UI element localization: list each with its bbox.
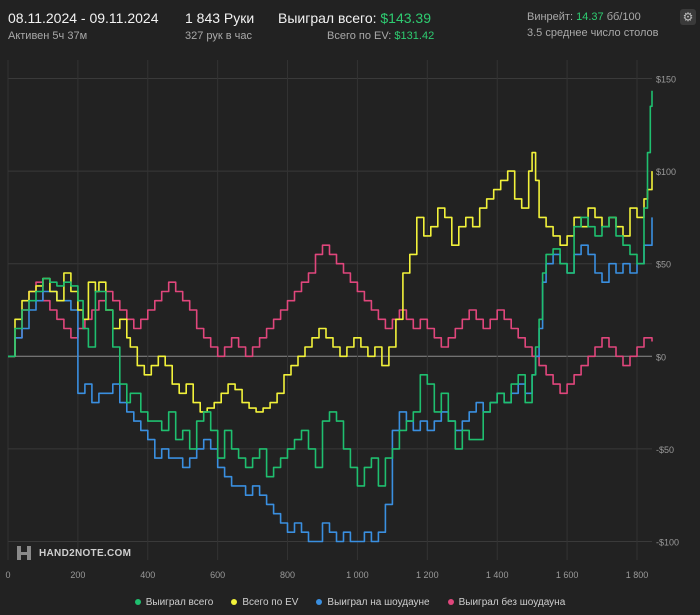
y-tick-label: $0 [656, 352, 666, 362]
x-tick-label: 1 200 [416, 570, 439, 580]
series-line-0 [8, 90, 653, 487]
legend-item-0[interactable]: Выиграл всего [134, 594, 214, 610]
avg-tables: 3.5 среднее число столов [527, 27, 659, 39]
x-tick-label: 200 [70, 570, 85, 580]
legend-dot [231, 599, 238, 605]
series-line-1 [8, 151, 653, 413]
x-tick-label: 0 [5, 570, 10, 580]
legend-dot [134, 599, 141, 605]
legend-label: Выиграл на шоудауне [327, 596, 430, 608]
series-line-2 [8, 217, 653, 543]
x-tick-label: 800 [280, 570, 295, 580]
legend-label: Всего по EV [242, 596, 299, 608]
ev-total-label: Всего по EV: [327, 30, 392, 42]
won-total: Выиграл всего: $143.39 [278, 10, 431, 26]
hands-per-hour: 327 рук в час [185, 30, 253, 42]
active-time: Активен 5ч 37м [8, 30, 88, 42]
winrate-unit: бб/100 [606, 11, 641, 23]
ev-total: Всего по EV: $131.42 [327, 30, 434, 42]
winrate-value: 14.37 [576, 11, 604, 23]
winrate: Винрейт: 14.37 бб/100 [527, 11, 641, 23]
stats-header: 08.11.2024 - 09.11.2024 Активен 5ч 37м 1… [0, 0, 700, 50]
x-tick-label: 1 800 [626, 570, 649, 580]
series-line-3 [8, 244, 653, 395]
legend-label: Выиграл без шоудауна [458, 596, 566, 608]
date-range: 08.11.2024 - 09.11.2024 [8, 10, 159, 26]
y-tick-label: -$50 [656, 445, 674, 455]
y-tick-label: -$100 [656, 537, 679, 547]
hand2note-logo: HAND2NOTE.COM [15, 544, 131, 562]
legend-label: Выиграл всего [145, 596, 214, 608]
settings-button[interactable]: ⚙ [680, 9, 696, 25]
won-total-label: Выиграл всего: [278, 10, 377, 26]
legend-item-3[interactable]: Выиграл без шоудауна [447, 594, 566, 610]
legend-dot [316, 599, 323, 605]
winrate-label: Винрейт: [527, 11, 574, 23]
hand2note-logo-icon [15, 544, 33, 562]
x-tick-label: 1 000 [346, 570, 369, 580]
legend-item-1[interactable]: Всего по EV [231, 594, 298, 610]
y-tick-label: $150 [656, 75, 676, 85]
won-total-value: $143.39 [380, 10, 431, 26]
chart-legend: Выиграл всего Всего по EV Выиграл на шоуда… [0, 594, 700, 610]
y-tick-label: $50 [656, 260, 671, 270]
logo-text: HAND2NOTE.COM [39, 547, 132, 559]
x-tick-label: 600 [210, 570, 225, 580]
x-tick-label: 400 [140, 570, 155, 580]
ev-total-value: $131.42 [394, 30, 435, 42]
x-tick-label: 1 600 [556, 570, 579, 580]
hands-count: 1 843 Руки [185, 10, 255, 26]
gear-icon: ⚙ [682, 10, 694, 24]
y-tick-label: $100 [656, 167, 676, 177]
legend-item-2[interactable]: Выиграл на шоудауне [316, 594, 430, 610]
x-tick-label: 1 400 [486, 570, 509, 580]
legend-dot [447, 599, 454, 605]
